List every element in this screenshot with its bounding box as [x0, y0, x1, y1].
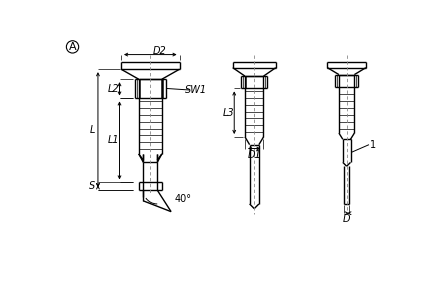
Text: D1: D1: [247, 150, 261, 160]
Text: D2: D2: [153, 46, 167, 56]
Text: L3: L3: [223, 108, 235, 118]
Text: L2: L2: [108, 84, 119, 94]
Text: L: L: [90, 125, 95, 135]
Text: S: S: [89, 181, 95, 191]
Text: D: D: [343, 214, 351, 223]
Text: L1: L1: [108, 135, 119, 145]
Text: 1: 1: [370, 140, 376, 150]
Text: A: A: [69, 42, 76, 52]
Text: SW1: SW1: [185, 85, 207, 95]
Text: 40°: 40°: [174, 194, 191, 204]
